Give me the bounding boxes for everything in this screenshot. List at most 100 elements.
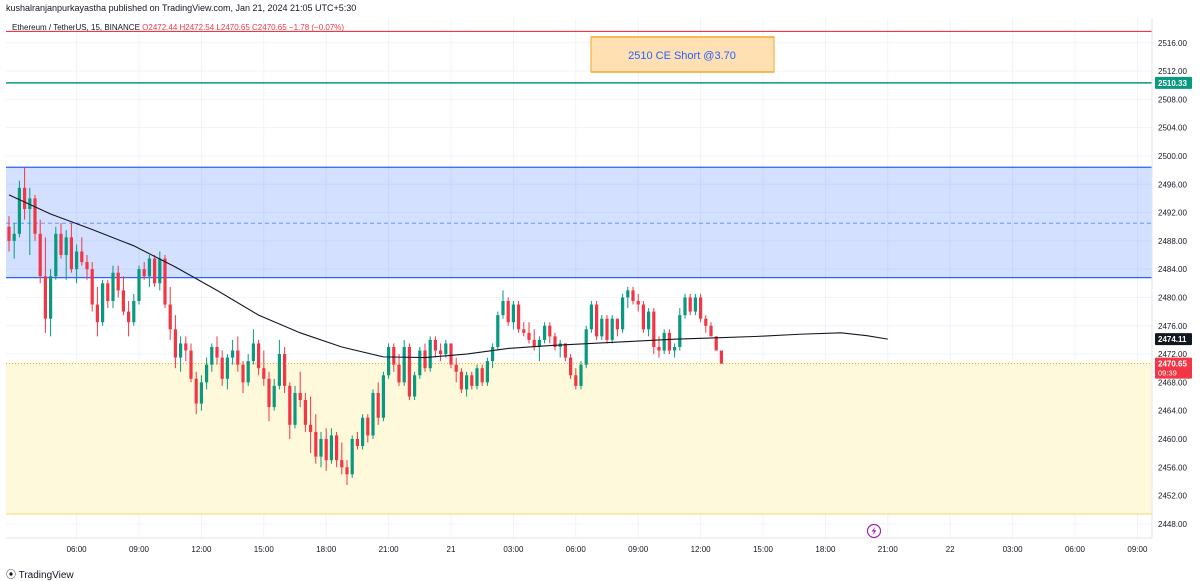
candle xyxy=(678,308,682,351)
candle xyxy=(309,396,313,454)
candle-body xyxy=(491,346,495,362)
candle xyxy=(7,216,11,252)
candle-body xyxy=(699,297,703,319)
candle-body xyxy=(433,339,437,351)
candle xyxy=(137,265,141,305)
candle-body xyxy=(584,329,588,365)
candle xyxy=(69,223,73,273)
candle-body xyxy=(615,318,619,330)
annotation-box: 2510 CE Short @3.70 xyxy=(590,36,775,73)
price-tick-label: 2500.00 xyxy=(1158,152,1187,161)
symbol-legend[interactable]: Ethereum / TetherUS, 15, BINANCE O2472.4… xyxy=(12,23,344,32)
candle xyxy=(231,339,235,365)
candle-body xyxy=(678,315,682,347)
candle xyxy=(173,315,177,369)
candle xyxy=(361,414,365,450)
candle-body xyxy=(7,226,11,241)
candle-body xyxy=(293,392,297,425)
price-axis: 2448.00 2452.00 2456.00 2460.00 2464.00 2468.… xyxy=(1151,0,1200,563)
candle xyxy=(621,293,625,333)
candle xyxy=(319,431,323,468)
candle xyxy=(683,293,687,319)
candle-body xyxy=(288,385,292,425)
candle xyxy=(215,336,219,365)
annotation-text: 2510 CE Short @3.70 xyxy=(628,50,736,62)
candle-body xyxy=(12,233,16,241)
candle xyxy=(548,322,552,344)
candle-body xyxy=(449,343,453,365)
candle-body xyxy=(709,325,713,337)
candle xyxy=(262,350,266,386)
candle-body xyxy=(605,318,609,340)
candle xyxy=(470,371,474,390)
candle-body xyxy=(465,375,469,390)
candle xyxy=(709,322,713,337)
candle xyxy=(121,276,125,316)
candle xyxy=(647,308,651,337)
candle-body xyxy=(298,392,302,401)
candle-body xyxy=(106,283,110,301)
candle-body xyxy=(589,304,593,330)
candle xyxy=(688,293,692,316)
candle-body xyxy=(719,350,723,364)
candle-body xyxy=(335,435,339,461)
price-tick-label: 2448.00 xyxy=(1158,520,1187,529)
candle-body xyxy=(371,392,375,436)
candle xyxy=(28,187,32,256)
candle-body xyxy=(693,297,697,312)
candle xyxy=(272,378,276,411)
candle-body xyxy=(673,346,677,351)
candle xyxy=(335,431,339,468)
candle-body xyxy=(345,467,349,475)
candle-body xyxy=(532,339,536,347)
time-tick-label: 09:00 xyxy=(129,545,150,554)
candle xyxy=(444,339,448,358)
candle-body xyxy=(714,336,718,351)
candle-body xyxy=(127,311,131,323)
candle xyxy=(163,255,167,309)
candle xyxy=(116,265,120,298)
candle xyxy=(90,262,94,312)
candle xyxy=(371,389,375,439)
lightning-icon[interactable] xyxy=(866,523,882,539)
candle-body xyxy=(563,343,567,358)
candle xyxy=(569,354,573,379)
price-tick-label: 2480.00 xyxy=(1158,293,1187,302)
candle-body xyxy=(111,272,115,301)
candle-body xyxy=(392,346,396,365)
candle-body xyxy=(158,258,162,284)
candle xyxy=(340,442,344,475)
candle xyxy=(402,339,406,386)
candle xyxy=(80,237,84,266)
candle xyxy=(220,350,224,386)
ma-value-badge-text: 2474.11 xyxy=(1158,335,1187,344)
candle-body xyxy=(574,375,578,386)
candle-body xyxy=(49,276,53,319)
candle xyxy=(345,460,349,485)
candle xyxy=(43,237,47,333)
candle-body xyxy=(189,350,193,379)
candle xyxy=(563,343,567,362)
candle-body xyxy=(225,357,229,379)
time-tick-label: 09:00 xyxy=(628,545,649,554)
ma-value-badge: 2474.11 xyxy=(1155,333,1192,346)
candle-body xyxy=(454,364,458,372)
candle-body xyxy=(657,346,661,351)
green-level-badge-bg xyxy=(1155,76,1192,89)
candle-body xyxy=(314,431,318,457)
moving-average xyxy=(8,194,888,359)
candle xyxy=(517,300,521,333)
candle xyxy=(298,371,302,408)
tradingview-logo-icon[interactable]: ⦿ TradingView xyxy=(6,566,74,581)
time-tick-label: 22 xyxy=(946,545,955,554)
candle xyxy=(283,346,287,393)
candle-body xyxy=(163,258,167,305)
price-tick-label: 2456.00 xyxy=(1158,463,1187,472)
candle xyxy=(397,354,401,386)
candle-body xyxy=(194,378,198,404)
candle-body xyxy=(69,237,73,270)
price-tick-label: 2512.00 xyxy=(1158,67,1187,76)
candle xyxy=(366,414,370,443)
